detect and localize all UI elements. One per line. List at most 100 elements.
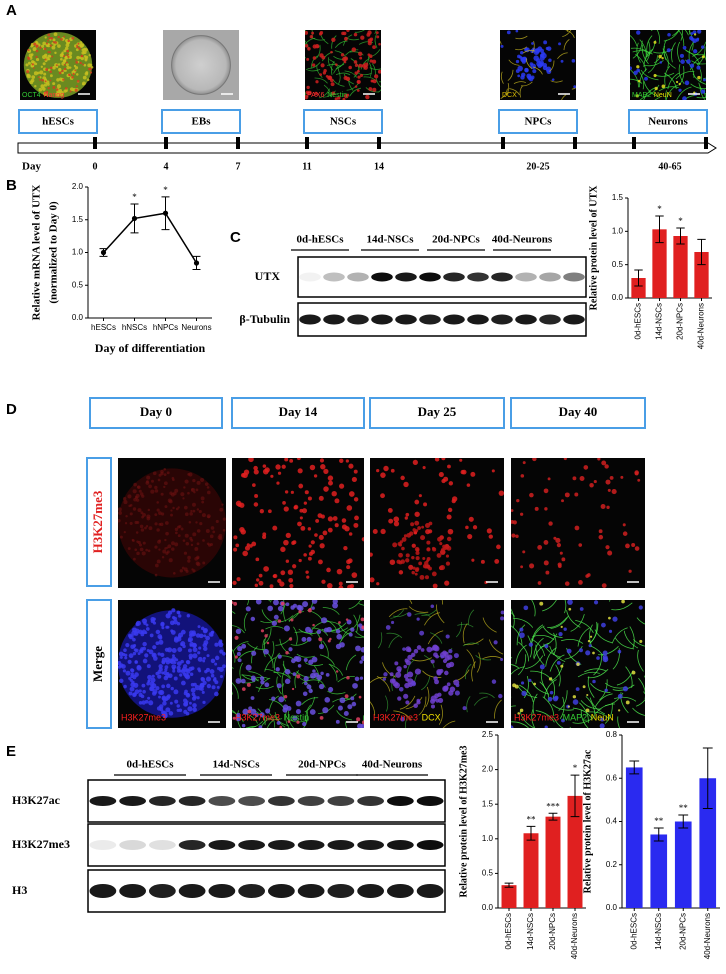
cell xyxy=(178,614,182,618)
cell xyxy=(279,725,283,728)
cell xyxy=(637,478,641,482)
cell xyxy=(292,564,297,569)
cell xyxy=(121,664,126,669)
cell xyxy=(204,669,208,674)
cell xyxy=(259,676,265,681)
cell xyxy=(186,614,191,618)
cell xyxy=(31,60,35,64)
cell xyxy=(356,717,361,722)
cell xyxy=(644,76,648,81)
error-bar xyxy=(702,747,713,810)
fiber xyxy=(276,615,294,623)
fiber xyxy=(358,603,364,606)
cell xyxy=(27,49,30,52)
cell xyxy=(53,32,58,37)
cell xyxy=(301,508,308,514)
cell xyxy=(152,645,157,650)
cell xyxy=(172,654,175,658)
cell xyxy=(572,476,577,481)
cell xyxy=(144,653,149,658)
stage-box xyxy=(628,109,708,134)
cell xyxy=(131,680,135,685)
cell xyxy=(166,550,170,554)
blot-band xyxy=(297,884,325,898)
x-tick-label: 20d-NPCs xyxy=(678,913,687,950)
cell xyxy=(35,55,38,58)
fiber xyxy=(303,710,309,728)
cell xyxy=(158,664,163,669)
cell xyxy=(696,65,701,70)
fiber xyxy=(316,44,321,59)
fiber xyxy=(348,600,362,610)
fiber xyxy=(322,607,340,615)
blot-band xyxy=(267,884,295,898)
cell xyxy=(132,645,136,649)
blot-row-label: UTX xyxy=(255,269,281,283)
cell xyxy=(52,86,56,89)
cell xyxy=(49,66,53,70)
cell xyxy=(82,75,87,80)
cell xyxy=(195,488,199,492)
cell xyxy=(436,670,442,676)
cell xyxy=(520,58,525,62)
cell xyxy=(128,634,134,640)
cell xyxy=(693,91,696,94)
cell xyxy=(154,573,158,577)
cell xyxy=(192,509,196,513)
cell xyxy=(296,458,301,461)
cell xyxy=(389,672,394,677)
cell xyxy=(401,546,405,551)
cell xyxy=(152,471,157,476)
cell xyxy=(55,92,60,97)
cell xyxy=(422,556,426,560)
fiber xyxy=(511,664,519,669)
cell xyxy=(372,59,377,64)
cell xyxy=(189,512,193,516)
cell xyxy=(398,686,404,692)
error-bar xyxy=(629,760,640,775)
cell xyxy=(187,491,190,495)
fiber xyxy=(386,632,403,639)
cell xyxy=(27,61,31,65)
cell xyxy=(532,69,537,74)
cell xyxy=(300,525,306,531)
cell xyxy=(446,514,452,520)
cell xyxy=(339,458,344,464)
cell xyxy=(203,634,207,638)
cell xyxy=(119,535,123,539)
fiber xyxy=(656,30,660,44)
micrograph xyxy=(500,30,576,100)
cell xyxy=(328,480,333,486)
cell xyxy=(210,658,216,664)
micrograph xyxy=(232,600,364,728)
y-axis-label: Relative mRNA level of UTX xyxy=(31,185,43,321)
cell xyxy=(206,654,210,658)
fiber xyxy=(287,711,295,728)
cell xyxy=(682,45,687,50)
cell xyxy=(506,30,511,35)
fiber xyxy=(522,50,536,54)
cell xyxy=(417,526,422,530)
fiber xyxy=(345,654,357,671)
cell xyxy=(700,89,706,94)
cell xyxy=(29,80,34,85)
cell xyxy=(376,35,380,39)
cell xyxy=(80,56,84,61)
cell xyxy=(428,529,433,534)
cell xyxy=(341,31,345,36)
cell xyxy=(241,643,247,649)
cell xyxy=(404,516,408,520)
fiber xyxy=(442,720,456,728)
cell xyxy=(25,63,29,67)
cell xyxy=(675,80,679,84)
blot-row-label: β-Tubulin xyxy=(239,312,290,326)
fiber xyxy=(283,660,291,678)
cell xyxy=(275,667,280,672)
blot-band xyxy=(119,884,147,898)
cell xyxy=(359,56,363,60)
cell xyxy=(335,719,340,724)
cell xyxy=(325,673,330,677)
fiber xyxy=(482,617,497,633)
cell xyxy=(287,720,291,723)
cell xyxy=(700,45,705,49)
